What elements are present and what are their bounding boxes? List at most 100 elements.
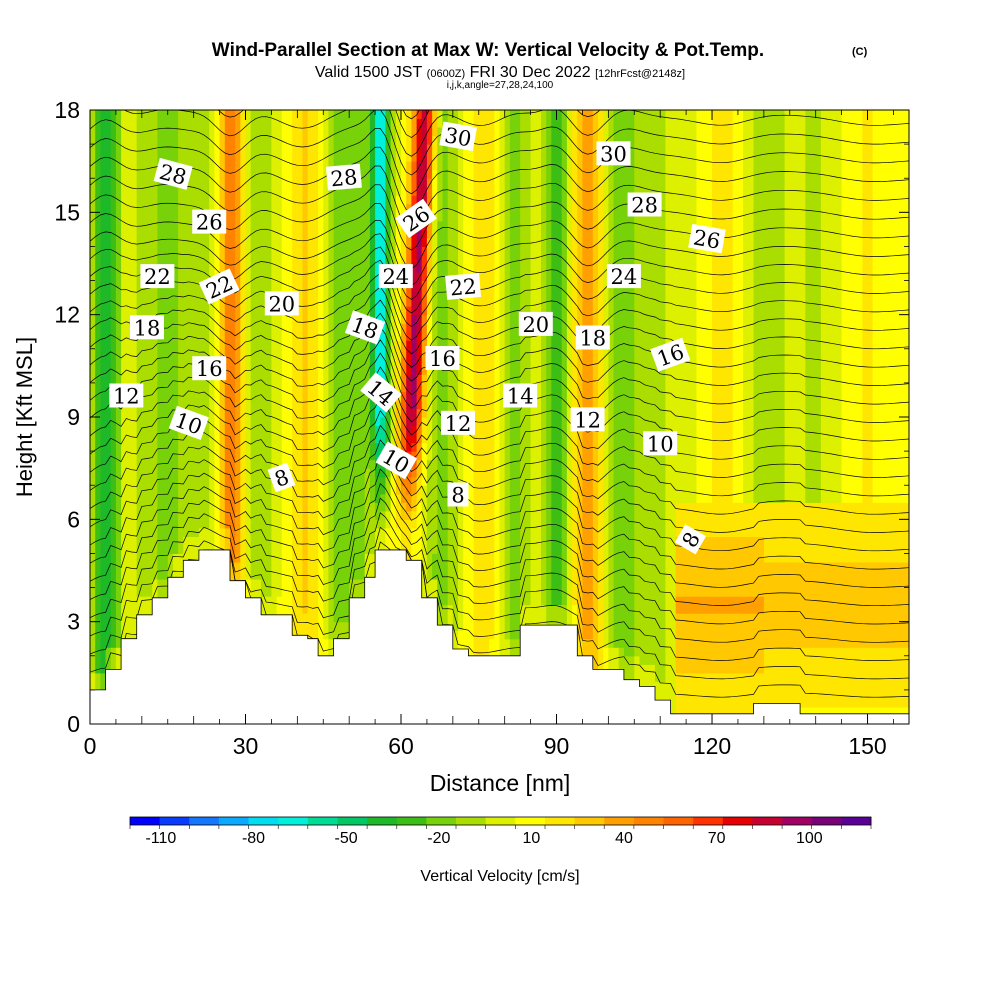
velocity-cell <box>416 357 423 367</box>
velocity-cell <box>421 144 428 154</box>
velocity-cell <box>162 186 169 196</box>
velocity-cell <box>338 562 345 572</box>
velocity-cell <box>90 229 96 239</box>
velocity-cell <box>250 161 257 171</box>
velocity-cell <box>261 519 267 529</box>
velocity-cell <box>375 144 381 154</box>
velocity-cell <box>359 527 366 537</box>
velocity-cell <box>162 246 169 256</box>
velocity-cell <box>255 587 262 597</box>
velocity-cell <box>328 536 335 546</box>
velocity-cell <box>287 553 293 563</box>
velocity-cell <box>359 237 366 247</box>
velocity-cell <box>354 476 361 486</box>
velocity-cell <box>369 493 376 503</box>
velocity-cell <box>141 476 148 486</box>
velocity-cell <box>204 382 210 392</box>
velocity-cell <box>426 272 433 282</box>
velocity-cell <box>349 246 355 256</box>
velocity-cell <box>95 306 101 316</box>
velocity-cell <box>235 357 241 367</box>
velocity-cell <box>255 203 262 213</box>
velocity-cell <box>157 476 164 486</box>
velocity-cell <box>437 485 444 495</box>
velocity-cell <box>240 442 247 452</box>
velocity-cell <box>219 476 226 486</box>
velocity-cell <box>235 152 241 162</box>
velocity-cell <box>167 331 174 341</box>
velocity-cell <box>255 553 262 563</box>
velocity-cell <box>230 306 236 316</box>
velocity-cell <box>152 451 158 461</box>
velocity-cell <box>245 357 252 367</box>
velocity-cell <box>230 135 236 145</box>
velocity-cell <box>401 536 407 546</box>
velocity-cell <box>230 323 236 333</box>
velocity-cell <box>105 374 112 384</box>
velocity-cell <box>302 621 309 631</box>
velocity-cell <box>105 519 112 529</box>
velocity-cell <box>100 169 107 179</box>
velocity-cell <box>183 289 190 299</box>
velocity-cell <box>172 399 179 409</box>
velocity-cell <box>401 118 407 128</box>
velocity-cell <box>421 553 428 563</box>
velocity-cell <box>354 434 361 444</box>
velocity-cell <box>375 468 381 478</box>
velocity-cell <box>369 127 376 137</box>
velocity-cell <box>312 272 319 282</box>
velocity-cell <box>178 110 184 120</box>
velocity-cell <box>162 527 169 537</box>
velocity-cell <box>183 459 190 469</box>
velocity-cell <box>333 468 340 478</box>
velocity-cell <box>421 340 428 350</box>
velocity-cell <box>178 451 184 461</box>
velocity-cell <box>178 127 184 137</box>
velocity-cell <box>230 502 236 512</box>
velocity-cell <box>390 255 397 265</box>
velocity-cell <box>390 323 397 333</box>
velocity-cell <box>172 110 179 120</box>
velocity-cell <box>406 399 412 409</box>
velocity-cell <box>90 110 96 120</box>
velocity-cell <box>385 502 392 512</box>
velocity-cell <box>375 485 381 495</box>
velocity-cell <box>95 272 101 282</box>
velocity-cell <box>141 203 148 213</box>
velocity-cell <box>281 195 288 205</box>
velocity-cell <box>401 374 407 384</box>
velocity-cell <box>261 212 267 222</box>
velocity-cell <box>395 110 402 120</box>
velocity-cell <box>95 502 101 512</box>
velocity-cell <box>318 186 324 196</box>
velocity-cell <box>261 553 267 563</box>
velocity-cell <box>421 280 428 290</box>
velocity-cell <box>235 118 241 128</box>
velocity-cell <box>188 451 195 461</box>
velocity-cell <box>126 527 133 537</box>
velocity-cell <box>157 255 164 265</box>
velocity-cell <box>245 348 252 358</box>
velocity-cell <box>126 570 133 580</box>
velocity-cell <box>214 408 221 418</box>
velocity-cell <box>115 306 122 316</box>
velocity-cell <box>110 306 117 316</box>
velocity-cell <box>395 357 402 367</box>
velocity-cell <box>432 169 438 179</box>
velocity-cell <box>261 161 267 171</box>
velocity-cell <box>95 323 101 333</box>
velocity-cell <box>235 340 241 350</box>
velocity-cell <box>437 476 444 486</box>
velocity-cell <box>235 169 241 179</box>
velocity-cell <box>344 127 350 137</box>
velocity-cell <box>395 382 402 392</box>
velocity-cell <box>193 203 200 213</box>
velocity-cell <box>359 340 366 350</box>
velocity-cell <box>401 519 407 529</box>
velocity-cell <box>157 127 164 137</box>
velocity-cell <box>406 306 412 316</box>
velocity-cell <box>380 169 387 179</box>
velocity-cell <box>105 110 112 120</box>
velocity-cell <box>131 195 138 205</box>
velocity-cell <box>406 237 412 247</box>
